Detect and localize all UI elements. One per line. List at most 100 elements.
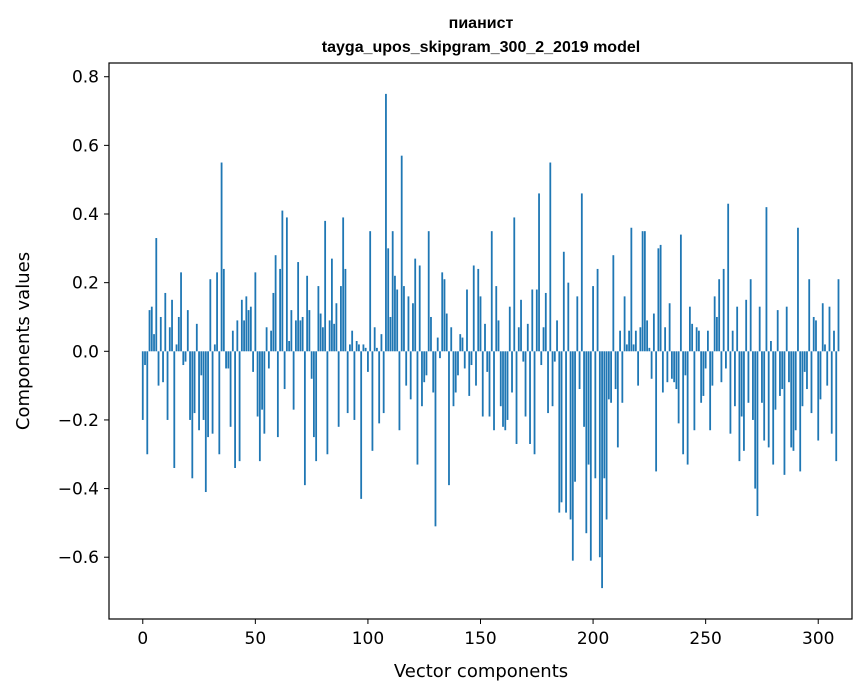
bar: [668, 303, 671, 352]
bar: [306, 275, 309, 352]
bar: [193, 351, 196, 414]
bar: [222, 268, 225, 352]
bar: [688, 306, 691, 352]
bar: [700, 351, 703, 403]
bar: [234, 351, 236, 468]
bar: [180, 272, 182, 352]
bar: [290, 310, 293, 352]
bar-series: [141, 93, 840, 589]
bar: [538, 193, 540, 352]
bar: [378, 351, 381, 424]
bar: [171, 299, 173, 352]
bar: [353, 351, 356, 420]
bar: [632, 344, 635, 352]
bar: [292, 351, 295, 410]
bar: [576, 296, 579, 352]
bar: [722, 268, 725, 352]
bar: [650, 351, 653, 379]
bar: [450, 327, 453, 352]
bar: [693, 351, 696, 431]
bar: [321, 327, 324, 352]
bar: [502, 351, 504, 427]
bar: [423, 351, 426, 383]
bar: [439, 351, 441, 359]
bar: [634, 330, 637, 352]
bar: [445, 313, 448, 352]
bar: [373, 327, 376, 352]
bar: [150, 306, 153, 352]
bar: [691, 323, 694, 352]
bar: [274, 255, 277, 352]
bar: [430, 316, 432, 352]
bar: [614, 351, 617, 390]
bar: [243, 320, 245, 352]
bar: [736, 306, 739, 352]
bar: [774, 351, 777, 410]
x-tick-label: 150: [464, 629, 496, 649]
bar: [488, 351, 491, 417]
bar: [547, 351, 549, 414]
bar: [504, 351, 507, 431]
x-axis-label: Vector components: [394, 661, 568, 682]
bar: [623, 296, 626, 352]
bar: [792, 351, 795, 451]
bar: [675, 351, 678, 390]
bar: [270, 330, 273, 352]
bar: [337, 351, 340, 427]
bar: [340, 286, 342, 352]
bar: [229, 351, 232, 427]
x-tick-label: 300: [802, 629, 834, 649]
bar: [198, 351, 200, 431]
bar: [571, 351, 574, 561]
bar: [382, 351, 385, 414]
bar: [565, 351, 567, 513]
bar: [308, 310, 311, 352]
bar: [475, 351, 477, 386]
bar: [610, 351, 612, 403]
bar: [177, 316, 180, 352]
bar: [414, 258, 417, 352]
bar: [495, 286, 498, 352]
bar: [272, 292, 275, 352]
bar: [349, 344, 351, 352]
bar: [364, 347, 367, 352]
bar: [711, 351, 714, 386]
bar: [342, 217, 345, 352]
bar: [592, 286, 594, 352]
bar: [157, 351, 160, 386]
bar: [803, 351, 806, 372]
bar: [727, 203, 730, 352]
bar: [153, 334, 155, 352]
bar: [344, 268, 347, 352]
bar: [189, 351, 191, 420]
bar: [385, 93, 387, 352]
bar: [776, 310, 779, 352]
bar: [666, 351, 669, 383]
bar: [765, 207, 768, 352]
bar: [738, 351, 741, 462]
x-tick-label: 100: [352, 629, 384, 649]
y-axis-ticks: −0.6 −0.4 −0.2 0.0 0.2 0.4 0.6 0.8: [58, 68, 109, 568]
bar: [661, 351, 664, 393]
bar: [682, 351, 685, 455]
bar: [747, 351, 750, 403]
bar: [549, 162, 552, 352]
y-tick-label: 0.8: [72, 68, 99, 88]
bar: [731, 330, 734, 352]
bar: [202, 351, 205, 420]
bar: [409, 351, 412, 400]
bar: [553, 351, 556, 362]
bar: [432, 351, 435, 393]
bar: [441, 272, 444, 352]
bar: [835, 351, 838, 462]
bar: [209, 279, 212, 352]
bar: [583, 351, 585, 427]
bar: [677, 351, 680, 424]
bar: [828, 306, 831, 352]
bar: [412, 303, 414, 352]
bar: [254, 272, 257, 352]
bar: [594, 351, 597, 479]
bar: [524, 351, 527, 417]
bar: [434, 351, 437, 527]
